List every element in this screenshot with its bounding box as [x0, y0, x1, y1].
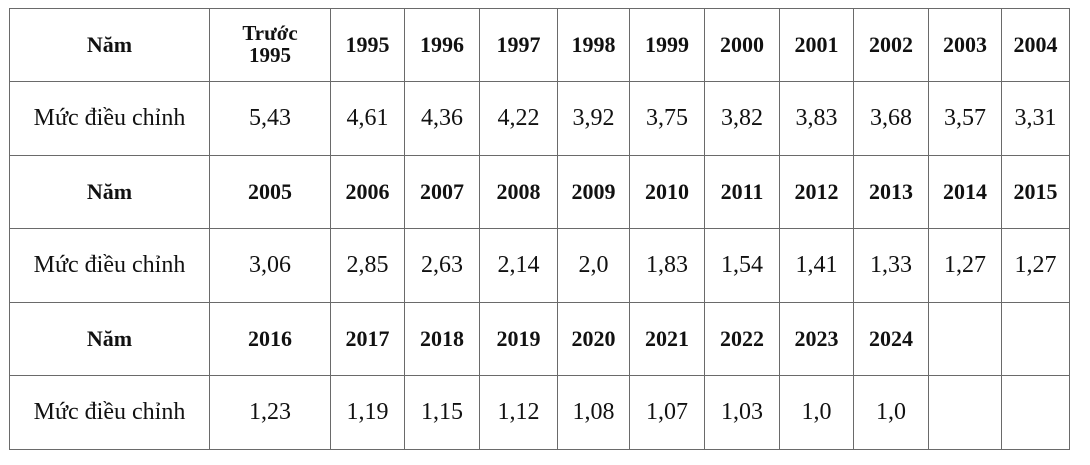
value-cell: 1,83	[629, 228, 705, 303]
row-label-year: Năm	[9, 155, 210, 229]
row-label-year: Năm	[9, 8, 210, 82]
year-cell: 2022	[704, 302, 780, 376]
value-cell: 1,0	[853, 375, 929, 450]
value-row: Mức điều chỉnh 5,43 4,61 4,36 4,22 3,92 3,75 3,…	[9, 81, 1070, 156]
value-cell: 1,41	[779, 228, 854, 303]
value-cell	[1001, 375, 1070, 450]
value-cell: 2,85	[330, 228, 405, 303]
year-cell: 2005	[209, 155, 331, 229]
year-cell: 1997	[479, 8, 558, 82]
value-cell: 2,0	[557, 228, 630, 303]
year-cell: 2015	[1001, 155, 1070, 229]
value-cell: 3,31	[1001, 81, 1070, 156]
year-row: Năm Trước 1995 1995 1996 1997 1998 1999 2000 2001…	[9, 8, 1070, 82]
adjustment-rate-table: Năm Trước 1995 1995 1996 1997 1998 1999 2000 2001…	[9, 8, 1070, 450]
year-cell: 2018	[404, 302, 480, 376]
year-cell: 2013	[853, 155, 929, 229]
value-cell: 1,54	[704, 228, 780, 303]
value-row: Mức điều chỉnh 3,06 2,85 2,63 2,14 2,0 1,83 1,5…	[9, 228, 1070, 303]
year-cell: 2007	[404, 155, 480, 229]
value-cell: 3,75	[629, 81, 705, 156]
value-cell: 1,27	[928, 228, 1002, 303]
year-cell: 2023	[779, 302, 854, 376]
year-cell: 2011	[704, 155, 780, 229]
year-cell: 2020	[557, 302, 630, 376]
year-cell: 2009	[557, 155, 630, 229]
year-cell: 2006	[330, 155, 405, 229]
year-cell: 2012	[779, 155, 854, 229]
year-cell: 2003	[928, 8, 1002, 82]
value-cell	[928, 375, 1002, 450]
year-cell: 2010	[629, 155, 705, 229]
value-cell: 2,14	[479, 228, 558, 303]
value-cell: 5,43	[209, 81, 331, 156]
value-cell: 3,68	[853, 81, 929, 156]
value-cell: 1,33	[853, 228, 929, 303]
year-cell: 2008	[479, 155, 558, 229]
year-cell: 1996	[404, 8, 480, 82]
value-cell: 2,63	[404, 228, 480, 303]
value-cell: 3,92	[557, 81, 630, 156]
year-cell	[1001, 302, 1070, 376]
year-cell: 2019	[479, 302, 558, 376]
year-cell: 2004	[1001, 8, 1070, 82]
year-cell: Trước 1995	[209, 8, 331, 82]
row-label-rate: Mức điều chỉnh	[9, 81, 210, 156]
value-cell: 1,08	[557, 375, 630, 450]
year-cell: 2001	[779, 8, 854, 82]
year-cell-text: Trước 1995	[242, 21, 298, 67]
year-cell: 2021	[629, 302, 705, 376]
year-cell: 2024	[853, 302, 929, 376]
value-cell: 1,19	[330, 375, 405, 450]
year-cell: 1999	[629, 8, 705, 82]
year-row: Năm 2005 2006 2007 2008 2009 2010 2011 2012 2013 2…	[9, 155, 1070, 229]
value-cell: 4,61	[330, 81, 405, 156]
value-cell: 1,0	[779, 375, 854, 450]
value-row: Mức điều chỉnh 1,23 1,19 1,15 1,12 1,08 1,07 1,…	[9, 375, 1070, 450]
year-cell: 2000	[704, 8, 780, 82]
year-cell: 2016	[209, 302, 331, 376]
year-cell: 2002	[853, 8, 929, 82]
year-cell	[928, 302, 1002, 376]
value-cell: 3,82	[704, 81, 780, 156]
year-cell: 2014	[928, 155, 1002, 229]
row-label-rate: Mức điều chỉnh	[9, 228, 210, 303]
table-body: Năm Trước 1995 1995 1996 1997 1998 1999 2000 2001…	[9, 8, 1070, 450]
value-cell: 1,15	[404, 375, 480, 450]
value-cell: 4,36	[404, 81, 480, 156]
row-label-rate: Mức điều chỉnh	[9, 375, 210, 450]
value-cell: 4,22	[479, 81, 558, 156]
value-cell: 3,06	[209, 228, 331, 303]
year-row: Năm 2016 2017 2018 2019 2020 2021 2022 2023 2024	[9, 302, 1070, 376]
year-cell: 1998	[557, 8, 630, 82]
value-cell: 1,12	[479, 375, 558, 450]
value-cell: 3,57	[928, 81, 1002, 156]
value-cell: 1,07	[629, 375, 705, 450]
value-cell: 1,27	[1001, 228, 1070, 303]
value-cell: 3,83	[779, 81, 854, 156]
row-label-year: Năm	[9, 302, 210, 376]
value-cell: 1,23	[209, 375, 331, 450]
year-cell: 2017	[330, 302, 405, 376]
year-cell: 1995	[330, 8, 405, 82]
value-cell: 1,03	[704, 375, 780, 450]
